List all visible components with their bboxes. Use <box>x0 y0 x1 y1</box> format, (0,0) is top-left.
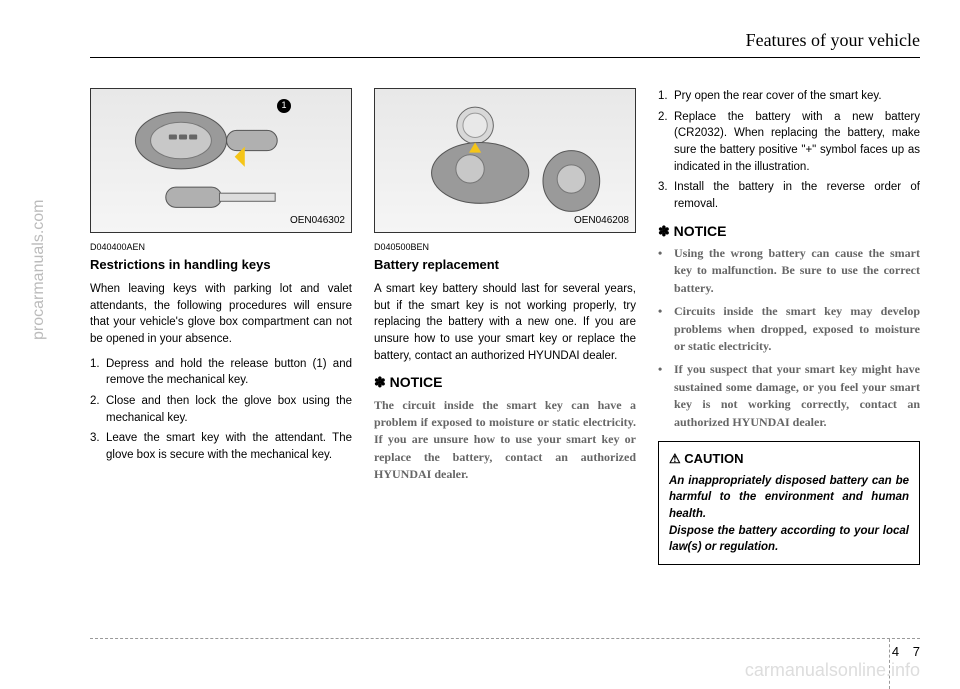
step-text: Close and then lock the glove box using … <box>106 393 352 426</box>
step-text: Pry open the rear cover of the smart key… <box>674 88 920 105</box>
battery-illustration <box>395 100 616 222</box>
list-item: 3. Install the battery in the reverse or… <box>658 179 920 212</box>
divider-horizontal <box>90 638 920 639</box>
key-fob-illustration <box>111 100 332 222</box>
bottom-watermark: carmanualsonline.info <box>745 660 920 681</box>
page-number: 4 7 <box>892 644 920 659</box>
step-text: Install the battery in the reverse order… <box>674 179 920 212</box>
list-item: 2. Replace the battery with a new batter… <box>658 109 920 176</box>
list-item: 2. Close and then lock the glove box usi… <box>90 393 352 426</box>
figure-marker-1: 1 <box>277 99 291 113</box>
sidebar-watermark: procarmanuals.com <box>30 200 48 341</box>
section-code: D040400AEN <box>90 241 352 254</box>
notice-bullets: • Using the wrong battery can cause the … <box>658 245 920 431</box>
subheading-restrictions: Restrictions in handling keys <box>90 256 352 275</box>
columns: 1 OEN046302 D040400AEN Restrictions in h… <box>90 88 920 565</box>
step-num: 1. <box>90 356 106 389</box>
column-3: 1. Pry open the rear cover of the smart … <box>658 88 920 565</box>
chapter-num: 4 <box>892 644 899 659</box>
bullet-text: Circuits inside the smart key may develo… <box>674 303 920 355</box>
caution-box: ⚠ CAUTION An inappropriately disposed ba… <box>658 441 920 565</box>
notice-heading: ✽ NOTICE <box>374 372 636 392</box>
figure-battery-replace: OEN046208 <box>374 88 636 233</box>
bullet-text: If you suspect that your smart key might… <box>674 361 920 431</box>
step-num: 2. <box>90 393 106 426</box>
step-num: 2. <box>658 109 674 176</box>
notice-text: The circuit inside the smart key can hav… <box>374 397 636 484</box>
bullet: • <box>658 361 674 431</box>
section-code: D040500BEN <box>374 241 636 254</box>
column-2: OEN046208 D040500BEN Battery replacement… <box>374 88 636 565</box>
intro-text: When leaving keys with parking lot and v… <box>90 281 352 348</box>
step-num: 1. <box>658 88 674 105</box>
list-item: 1. Depress and hold the release button (… <box>90 356 352 389</box>
step-text: Leave the smart key with the attendant. … <box>106 430 352 463</box>
steps-list: 1. Depress and hold the release button (… <box>90 356 352 464</box>
list-item: 3. Leave the smart key with the attendan… <box>90 430 352 463</box>
bullet: • <box>658 303 674 355</box>
figure-key-release: 1 OEN046302 <box>90 88 352 233</box>
column-1: 1 OEN046302 D040400AEN Restrictions in h… <box>90 88 352 565</box>
page-num-value: 7 <box>913 644 920 659</box>
steps-list: 1. Pry open the rear cover of the smart … <box>658 88 920 213</box>
page-content: Features of your vehicle 1 OEN046302 <box>90 30 920 649</box>
step-text: Depress and hold the release button (1) … <box>106 356 352 389</box>
list-item: • Using the wrong battery can cause the … <box>658 245 920 297</box>
notice-heading: ✽ NOTICE <box>658 221 920 241</box>
intro-text: A smart key battery should last for seve… <box>374 281 636 364</box>
step-text: Replace the battery with a new battery (… <box>674 109 920 176</box>
bullet-text: Using the wrong battery can cause the sm… <box>674 245 920 297</box>
step-num: 3. <box>658 179 674 212</box>
figure-label: OEN046208 <box>574 214 629 229</box>
subheading-battery: Battery replacement <box>374 256 636 275</box>
step-num: 3. <box>90 430 106 463</box>
bullet: • <box>658 245 674 297</box>
caution-text: Dispose the battery according to your lo… <box>669 523 909 556</box>
page-title: Features of your vehicle <box>90 30 920 58</box>
figure-label: OEN046302 <box>290 214 345 229</box>
caution-heading: ⚠ CAUTION <box>669 450 909 469</box>
list-item: 1. Pry open the rear cover of the smart … <box>658 88 920 105</box>
list-item: • Circuits inside the smart key may deve… <box>658 303 920 355</box>
caution-text: An inappropriately disposed battery can … <box>669 473 909 523</box>
list-item: • If you suspect that your smart key mig… <box>658 361 920 431</box>
